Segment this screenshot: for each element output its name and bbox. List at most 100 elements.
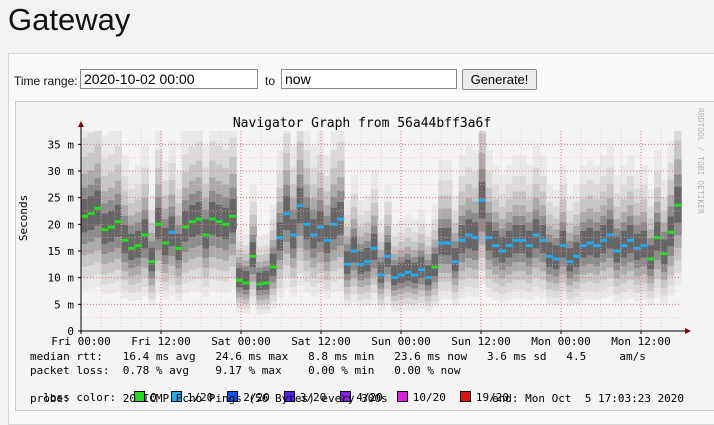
end-time-line: end: Mon Oct 5 17:03:23 2020 xyxy=(492,392,685,405)
median-mark xyxy=(148,260,156,264)
smoke-band xyxy=(357,251,365,274)
median-mark xyxy=(627,238,635,242)
loss-color-swatch xyxy=(283,391,295,402)
grid-lines xyxy=(81,131,681,331)
median-mark xyxy=(343,262,351,266)
median-mark xyxy=(128,246,136,250)
median-mark xyxy=(202,233,210,237)
median-mark xyxy=(451,260,459,264)
y-tick-label: 10 m xyxy=(48,272,75,285)
median-mark xyxy=(593,244,601,248)
smoke-band xyxy=(418,256,426,279)
median-mark xyxy=(498,249,507,253)
median-mark xyxy=(539,238,547,242)
median-mark xyxy=(445,241,453,245)
median-mark xyxy=(330,222,338,226)
x-tick-label: Mon 12:00 xyxy=(611,335,671,348)
median-mark xyxy=(606,233,614,237)
median-mark xyxy=(209,217,217,221)
smoke-band xyxy=(431,253,439,276)
median-marks xyxy=(81,198,682,286)
loss-color-swatch xyxy=(170,391,182,402)
median-mark xyxy=(424,276,432,280)
start-time-input[interactable] xyxy=(80,69,258,89)
median-mark xyxy=(316,225,324,229)
median-mark xyxy=(472,236,480,240)
end-time-input[interactable] xyxy=(281,69,457,89)
median-mark xyxy=(418,268,426,272)
median-mark xyxy=(654,236,662,240)
median-mark xyxy=(134,244,142,248)
loss-color-swatch xyxy=(396,391,408,402)
median-mark xyxy=(600,238,608,242)
median-mark xyxy=(613,249,621,253)
median-mark xyxy=(323,238,331,242)
median-mark xyxy=(667,230,675,234)
loss-legend-label: 10/20 xyxy=(412,391,446,404)
to-label: to xyxy=(265,74,276,88)
median-mark xyxy=(276,236,284,240)
median-mark xyxy=(411,273,419,277)
y-axis-arrow xyxy=(78,121,84,127)
loss-legend-label: 2/20 xyxy=(243,391,270,404)
generate-button[interactable]: Generate! xyxy=(462,69,537,90)
loss-legend-label: 4/20 xyxy=(356,391,383,404)
median-mark xyxy=(647,257,655,261)
loss-legend-label: 1/20 xyxy=(186,391,214,404)
chart-title: Navigator Graph from 56a44bff3a6f xyxy=(233,116,491,131)
median-mark xyxy=(350,249,358,253)
smoke-band xyxy=(633,233,642,260)
smoke-band xyxy=(647,245,655,270)
loss-legend-item: 0 xyxy=(134,391,157,404)
loss-color-label: loss color: xyxy=(43,391,117,404)
smoke-band xyxy=(269,253,278,276)
x-tick-label: Sun 12:00 xyxy=(451,335,511,348)
page-title: Gateway xyxy=(8,2,131,37)
x-tick-label: Sat 12:00 xyxy=(291,335,351,348)
smoke-band xyxy=(411,262,419,283)
median-mark xyxy=(283,212,291,216)
median-mark xyxy=(492,244,500,248)
median-mark xyxy=(249,254,257,258)
median-mark xyxy=(546,254,554,258)
rrdtool-watermark: RRDTOOL / TOBI OETIKER xyxy=(696,108,705,214)
median-mark xyxy=(289,233,298,237)
smoke-band xyxy=(384,242,392,267)
median-mark xyxy=(236,278,244,282)
smoke-band xyxy=(370,233,379,260)
median-mark xyxy=(552,257,560,261)
packet-loss-line: packet loss: 0.78 % avg 9.17 % max 0.00 … xyxy=(30,364,461,377)
smoke-band xyxy=(148,248,156,272)
y-tick-label: 15 m xyxy=(48,245,75,258)
median-mark xyxy=(364,260,372,264)
smoke-band xyxy=(498,236,507,263)
loss-color-legend: loss color: 0 1/20 2/20 3/20 4/20 10/20 19/20 xyxy=(30,378,509,404)
loss-color-swatch xyxy=(134,391,146,402)
smoke-band xyxy=(256,272,264,291)
median-mark xyxy=(121,238,129,242)
y-tick-label: 20 m xyxy=(48,218,75,231)
median-mark xyxy=(478,198,486,202)
x-tick-label: Fri 12:00 xyxy=(131,335,191,348)
loss-legend-label: 0 xyxy=(150,391,157,404)
median-mark xyxy=(525,244,533,248)
median-mark xyxy=(87,212,95,216)
median-mark xyxy=(168,230,176,234)
median-mark xyxy=(310,233,318,237)
median-mark xyxy=(269,265,277,269)
median-mark xyxy=(404,270,412,274)
median-mark xyxy=(155,222,163,226)
loss-legend-item: 10/20 xyxy=(396,391,446,404)
median-mark xyxy=(579,244,587,248)
loss-legend-item: 3/20 xyxy=(283,391,326,404)
loss-color-swatch xyxy=(459,391,471,402)
median-mark xyxy=(195,217,203,221)
smoke-band xyxy=(249,242,257,267)
smoke-band xyxy=(175,233,183,260)
median-mark xyxy=(101,228,109,232)
median-mark xyxy=(370,246,378,250)
axes: 0 5 m 10 m 15 m 20 m 25 m 30 m 35 m Fri 00:00 Fri… xyxy=(48,121,691,348)
x-tick-label: Fri 00:00 xyxy=(51,335,111,348)
median-mark xyxy=(559,244,567,248)
smoke-band xyxy=(451,248,460,272)
